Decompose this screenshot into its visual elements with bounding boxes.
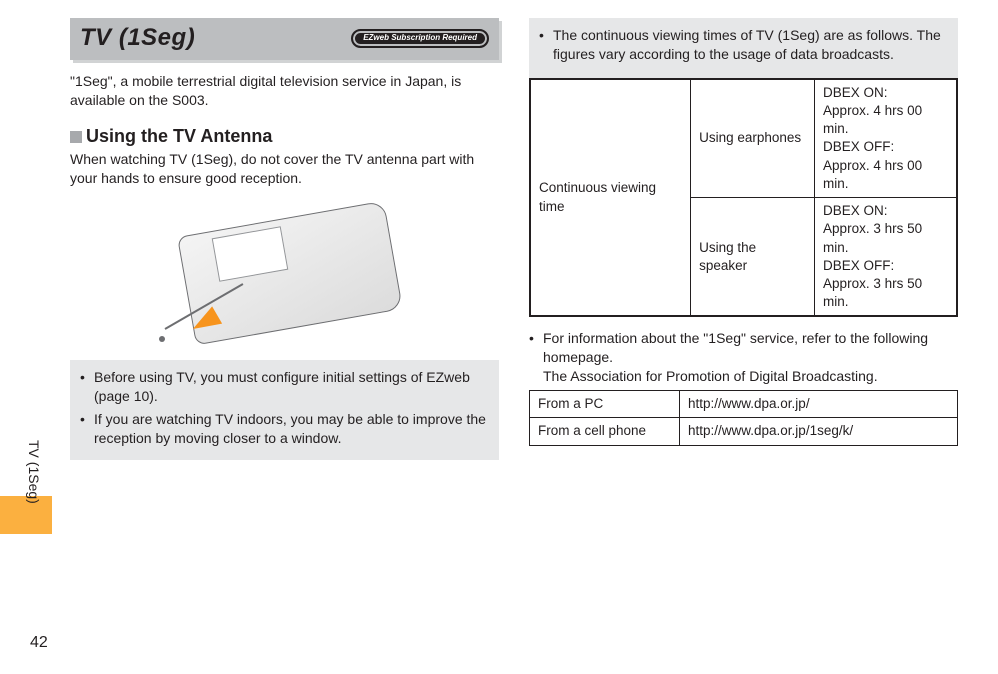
subscription-badge: EZweb Subscription Required: [351, 29, 489, 48]
cell-mode: Using earphones: [691, 79, 815, 198]
list-item: • Before using TV, you must configure in…: [80, 368, 489, 406]
cell-rowspan-label: Continuous viewing time: [530, 79, 691, 317]
list-item: • If you are watching TV indoors, you ma…: [80, 410, 489, 448]
cell-source-label: From a PC: [530, 391, 680, 418]
table-row: Continuous viewing time Using earphones …: [530, 79, 957, 198]
viewing-time-table: Continuous viewing time Using earphones …: [529, 78, 958, 318]
right-intro-text: The continuous viewing times of TV (1Seg…: [553, 26, 948, 64]
antenna-tip: [159, 336, 165, 342]
list-item: • The continuous viewing times of TV (1S…: [539, 26, 948, 64]
square-marker-icon: [70, 131, 82, 143]
cell-url: http://www.dpa.or.jp/: [680, 391, 958, 418]
cell-detail: DBEX ON: Approx. 3 hrs 50 min. DBEX OFF:…: [815, 198, 957, 317]
info-line-2: The Association for Promotion of Digital…: [543, 368, 878, 384]
table-row: From a cell phone http://www.dpa.or.jp/1…: [530, 418, 958, 445]
note-text: If you are watching TV indoors, you may …: [94, 410, 489, 448]
bullet-icon: •: [529, 329, 543, 386]
left-note-box: • Before using TV, you must configure in…: [70, 360, 499, 460]
intro-paragraph: "1Seg", a mobile terrestrial digital tel…: [70, 72, 499, 110]
info-line-1: For information about the "1Seg" service…: [543, 330, 928, 365]
right-intro-box: • The continuous viewing times of TV (1S…: [529, 18, 958, 78]
bullet-icon: •: [80, 368, 94, 406]
info-after-block: • For information about the "1Seg" servi…: [529, 329, 958, 386]
cell-url: http://www.dpa.or.jp/1seg/k/: [680, 418, 958, 445]
side-tab-label: TV (1Seg): [24, 440, 43, 504]
cell-detail: DBEX ON: Approx. 4 hrs 00 min. DBEX OFF:…: [815, 79, 957, 198]
cell-mode: Using the speaker: [691, 198, 815, 317]
page-title: TV (1Seg): [80, 22, 195, 54]
section-body: When watching TV (1Seg), do not cover th…: [70, 150, 499, 188]
phone-antenna-illustration: [155, 198, 415, 348]
list-item: • For information about the "1Seg" servi…: [529, 329, 958, 386]
page-number: 42: [30, 632, 48, 654]
bullet-icon: •: [539, 26, 553, 64]
table-row: From a PC http://www.dpa.or.jp/: [530, 391, 958, 418]
section-heading-text: Using the TV Antenna: [86, 126, 272, 146]
url-table: From a PC http://www.dpa.or.jp/ From a c…: [529, 390, 958, 445]
section-heading: Using the TV Antenna: [70, 124, 499, 148]
note-text: Before using TV, you must configure init…: [94, 368, 489, 406]
title-banner: TV (1Seg) EZweb Subscription Required: [70, 18, 499, 60]
cell-source-label: From a cell phone: [530, 418, 680, 445]
bullet-icon: •: [80, 410, 94, 448]
